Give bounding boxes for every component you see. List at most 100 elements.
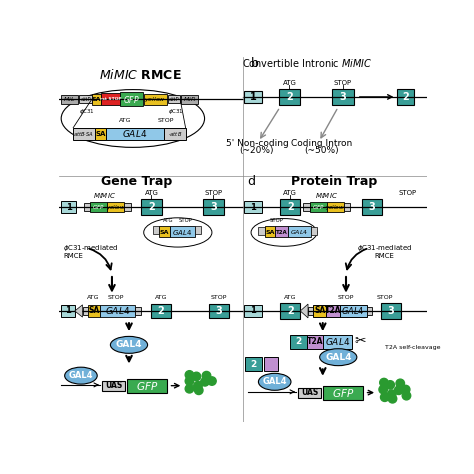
- Circle shape: [401, 385, 410, 394]
- Circle shape: [387, 390, 396, 398]
- Text: 2: 2: [251, 360, 257, 369]
- Text: $\it{yellow}$: $\it{yellow}$: [106, 202, 126, 211]
- Ellipse shape: [319, 349, 357, 365]
- Text: SA: SA: [89, 307, 100, 316]
- Text: 2: 2: [286, 92, 293, 102]
- Circle shape: [379, 385, 387, 394]
- Text: SA: SA: [160, 230, 169, 235]
- Circle shape: [380, 378, 388, 387]
- Text: STOP: STOP: [158, 118, 174, 122]
- Bar: [245, 305, 262, 317]
- Bar: [313, 305, 326, 317]
- Bar: [344, 203, 350, 211]
- Text: $\it{GFP}$: $\it{GFP}$: [332, 387, 354, 399]
- Text: d: d: [247, 175, 255, 188]
- Text: 3: 3: [210, 202, 217, 212]
- Text: 5' Non-coding: 5' Non-coding: [226, 138, 288, 147]
- Circle shape: [208, 377, 216, 385]
- Bar: [327, 201, 344, 212]
- Bar: [311, 227, 317, 235]
- Text: T2A: T2A: [325, 307, 341, 316]
- Text: GAL4: GAL4: [325, 353, 352, 362]
- Bar: [101, 93, 120, 105]
- Text: UAS: UAS: [301, 388, 318, 397]
- Bar: [61, 305, 75, 317]
- Bar: [151, 304, 171, 318]
- Text: 1: 1: [250, 202, 256, 211]
- Bar: [84, 203, 90, 211]
- Text: $\it{GAL4}$: $\it{GAL4}$: [105, 305, 130, 317]
- Text: $\it{GAL4}$: $\it{GAL4}$: [173, 228, 192, 237]
- Bar: [290, 335, 307, 349]
- Text: STOP: STOP: [108, 295, 124, 301]
- Text: $\it{MiMIC}$: $\it{MiMIC}$: [93, 191, 116, 200]
- Bar: [323, 335, 352, 349]
- Text: $\phi$C31-mediated: $\phi$C31-mediated: [63, 243, 118, 253]
- Text: Coding Intron: Coding Intron: [291, 138, 352, 147]
- Circle shape: [381, 393, 389, 401]
- Bar: [245, 201, 262, 213]
- Bar: [362, 200, 382, 215]
- Text: (~50%): (~50%): [304, 146, 338, 155]
- Circle shape: [194, 382, 202, 390]
- Bar: [144, 94, 167, 105]
- Text: $\phi$C31-mediated: $\phi$C31-mediated: [357, 243, 412, 253]
- Bar: [340, 305, 367, 317]
- Text: GAL4: GAL4: [116, 340, 142, 349]
- Text: $\it{yellow}$: $\it{yellow}$: [325, 202, 345, 211]
- Bar: [164, 128, 186, 140]
- Circle shape: [386, 381, 394, 389]
- Bar: [275, 226, 288, 237]
- Bar: [102, 381, 125, 391]
- Text: $\it{GFP}$: $\it{GFP}$: [136, 380, 158, 392]
- Bar: [88, 305, 100, 317]
- Text: STOP: STOP: [211, 295, 227, 301]
- Text: attP: attP: [169, 97, 179, 102]
- Text: GAL4: GAL4: [69, 371, 93, 380]
- Text: $\it{GFP}$: $\it{GFP}$: [92, 203, 105, 211]
- Text: STOP: STOP: [376, 295, 393, 300]
- Text: 3: 3: [368, 202, 375, 212]
- Polygon shape: [300, 304, 308, 318]
- Circle shape: [185, 384, 194, 393]
- Circle shape: [394, 386, 403, 394]
- Text: STOP: STOP: [334, 80, 352, 86]
- Text: SA: SA: [91, 97, 101, 102]
- Circle shape: [185, 377, 194, 385]
- Text: $\it{GFP}$: $\it{GFP}$: [123, 94, 140, 105]
- Bar: [107, 201, 124, 212]
- Bar: [332, 89, 354, 105]
- Text: 3: 3: [388, 306, 394, 316]
- Text: ATG: ATG: [284, 295, 296, 300]
- Text: UAS: UAS: [105, 381, 122, 390]
- Bar: [92, 94, 101, 105]
- Ellipse shape: [110, 337, 147, 353]
- Text: $\it{GFP}$: $\it{GFP}$: [312, 203, 325, 211]
- Text: $\it{GAL4}$: $\it{GAL4}$: [325, 336, 350, 347]
- Bar: [280, 303, 300, 319]
- Text: Protein Trap: Protein Trap: [291, 175, 377, 188]
- Bar: [307, 335, 323, 349]
- Bar: [135, 307, 141, 315]
- Text: $\cdot\it{attB}$: $\cdot\it{attB}$: [168, 130, 182, 138]
- Bar: [279, 89, 300, 105]
- Bar: [397, 89, 414, 105]
- Bar: [258, 227, 264, 235]
- Text: 2: 2: [402, 92, 409, 102]
- Bar: [120, 92, 143, 106]
- Text: $\it{GAL4}$: $\it{GAL4}$: [291, 228, 309, 237]
- Bar: [245, 91, 262, 103]
- Text: ATG: ATG: [87, 295, 100, 301]
- Text: 2: 2: [148, 202, 155, 212]
- Text: T2A: T2A: [307, 337, 323, 346]
- Bar: [82, 307, 88, 315]
- Text: $\it{MiR}$: $\it{MiR}$: [183, 95, 196, 103]
- Text: ATG: ATG: [119, 118, 131, 122]
- Text: 1: 1: [250, 307, 256, 316]
- Circle shape: [192, 372, 201, 381]
- Text: SA: SA: [95, 131, 106, 137]
- Text: $\it{GAL4}$: $\it{GAL4}$: [341, 305, 365, 317]
- Text: $\it{MiL}$: $\it{MiL}$: [63, 95, 75, 103]
- Text: $\it{attB}$$\cdot$SA: $\it{attB}$$\cdot$SA: [73, 130, 95, 138]
- Circle shape: [194, 386, 203, 394]
